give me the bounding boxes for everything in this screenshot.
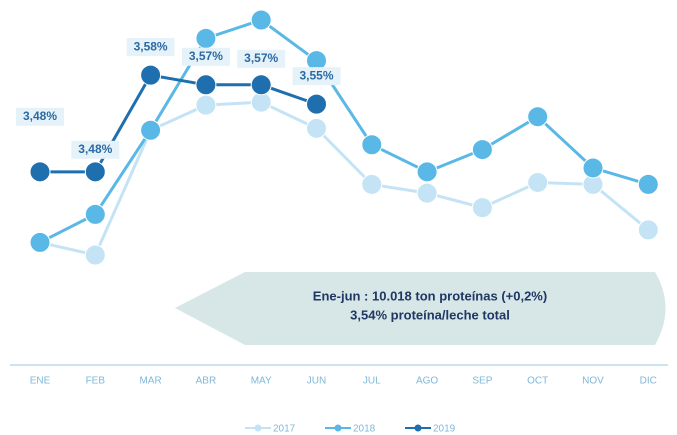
- value-label: 3,57%: [189, 49, 223, 63]
- point: [250, 9, 272, 31]
- x-tick-label: JUN: [307, 376, 326, 387]
- x-tick-label: SEP: [472, 376, 492, 387]
- point: [527, 106, 549, 128]
- value-label: 3,58%: [134, 39, 168, 53]
- x-tick-label: NOV: [582, 376, 604, 387]
- annotation-shape: [175, 272, 666, 345]
- point: [416, 182, 438, 204]
- label-bg: [126, 38, 175, 57]
- label-bg: [71, 140, 120, 159]
- legend-marker: [334, 424, 342, 432]
- legend-marker: [254, 424, 262, 432]
- point: [195, 74, 217, 96]
- legend-label: 2019: [433, 424, 456, 435]
- point: [637, 173, 659, 195]
- x-tick-label: AGO: [416, 376, 438, 387]
- point: [140, 64, 162, 86]
- point: [306, 93, 327, 115]
- label-bg: [237, 49, 286, 68]
- point: [84, 203, 106, 225]
- point: [471, 139, 493, 161]
- x-tick-label: ABR: [196, 376, 217, 387]
- value-label: 3,57%: [244, 51, 278, 65]
- label-bg: [292, 67, 341, 86]
- x-tick-label: MAR: [139, 376, 161, 387]
- point: [29, 161, 51, 183]
- point: [471, 197, 493, 219]
- legend-label: 2017: [273, 424, 296, 435]
- annotation-text: 3,54% proteína/leche total: [350, 307, 510, 322]
- legend-marker: [414, 424, 422, 432]
- point: [195, 27, 217, 49]
- value-label: 3,55%: [299, 68, 333, 82]
- x-tick-label: DIC: [640, 376, 657, 387]
- label-bg: [16, 107, 64, 126]
- x-tick-label: OCT: [527, 376, 548, 387]
- annotation-text: Ene-jun : 10.018 ton proteínas (+0,2%): [313, 288, 547, 303]
- value-label: 3,48%: [78, 142, 112, 156]
- point: [637, 219, 659, 241]
- point: [416, 161, 438, 183]
- legend-label: 2018: [353, 424, 376, 435]
- series-line: [39, 18, 649, 244]
- point: [582, 157, 604, 179]
- point: [140, 119, 162, 141]
- point: [250, 74, 272, 96]
- x-tick-label: MAY: [251, 376, 272, 387]
- label-bg: [181, 47, 230, 66]
- x-tick-label: FEB: [86, 376, 106, 387]
- point: [527, 171, 549, 193]
- point: [195, 94, 217, 116]
- x-tick-label: JUL: [363, 376, 381, 387]
- x-tick-label: ENE: [30, 376, 51, 387]
- value-label: 3,48%: [23, 109, 57, 123]
- point: [361, 173, 383, 195]
- point: [361, 134, 383, 156]
- point: [84, 161, 106, 183]
- series-line: [39, 100, 650, 257]
- point: [29, 231, 51, 253]
- point: [84, 244, 106, 266]
- point: [306, 117, 327, 139]
